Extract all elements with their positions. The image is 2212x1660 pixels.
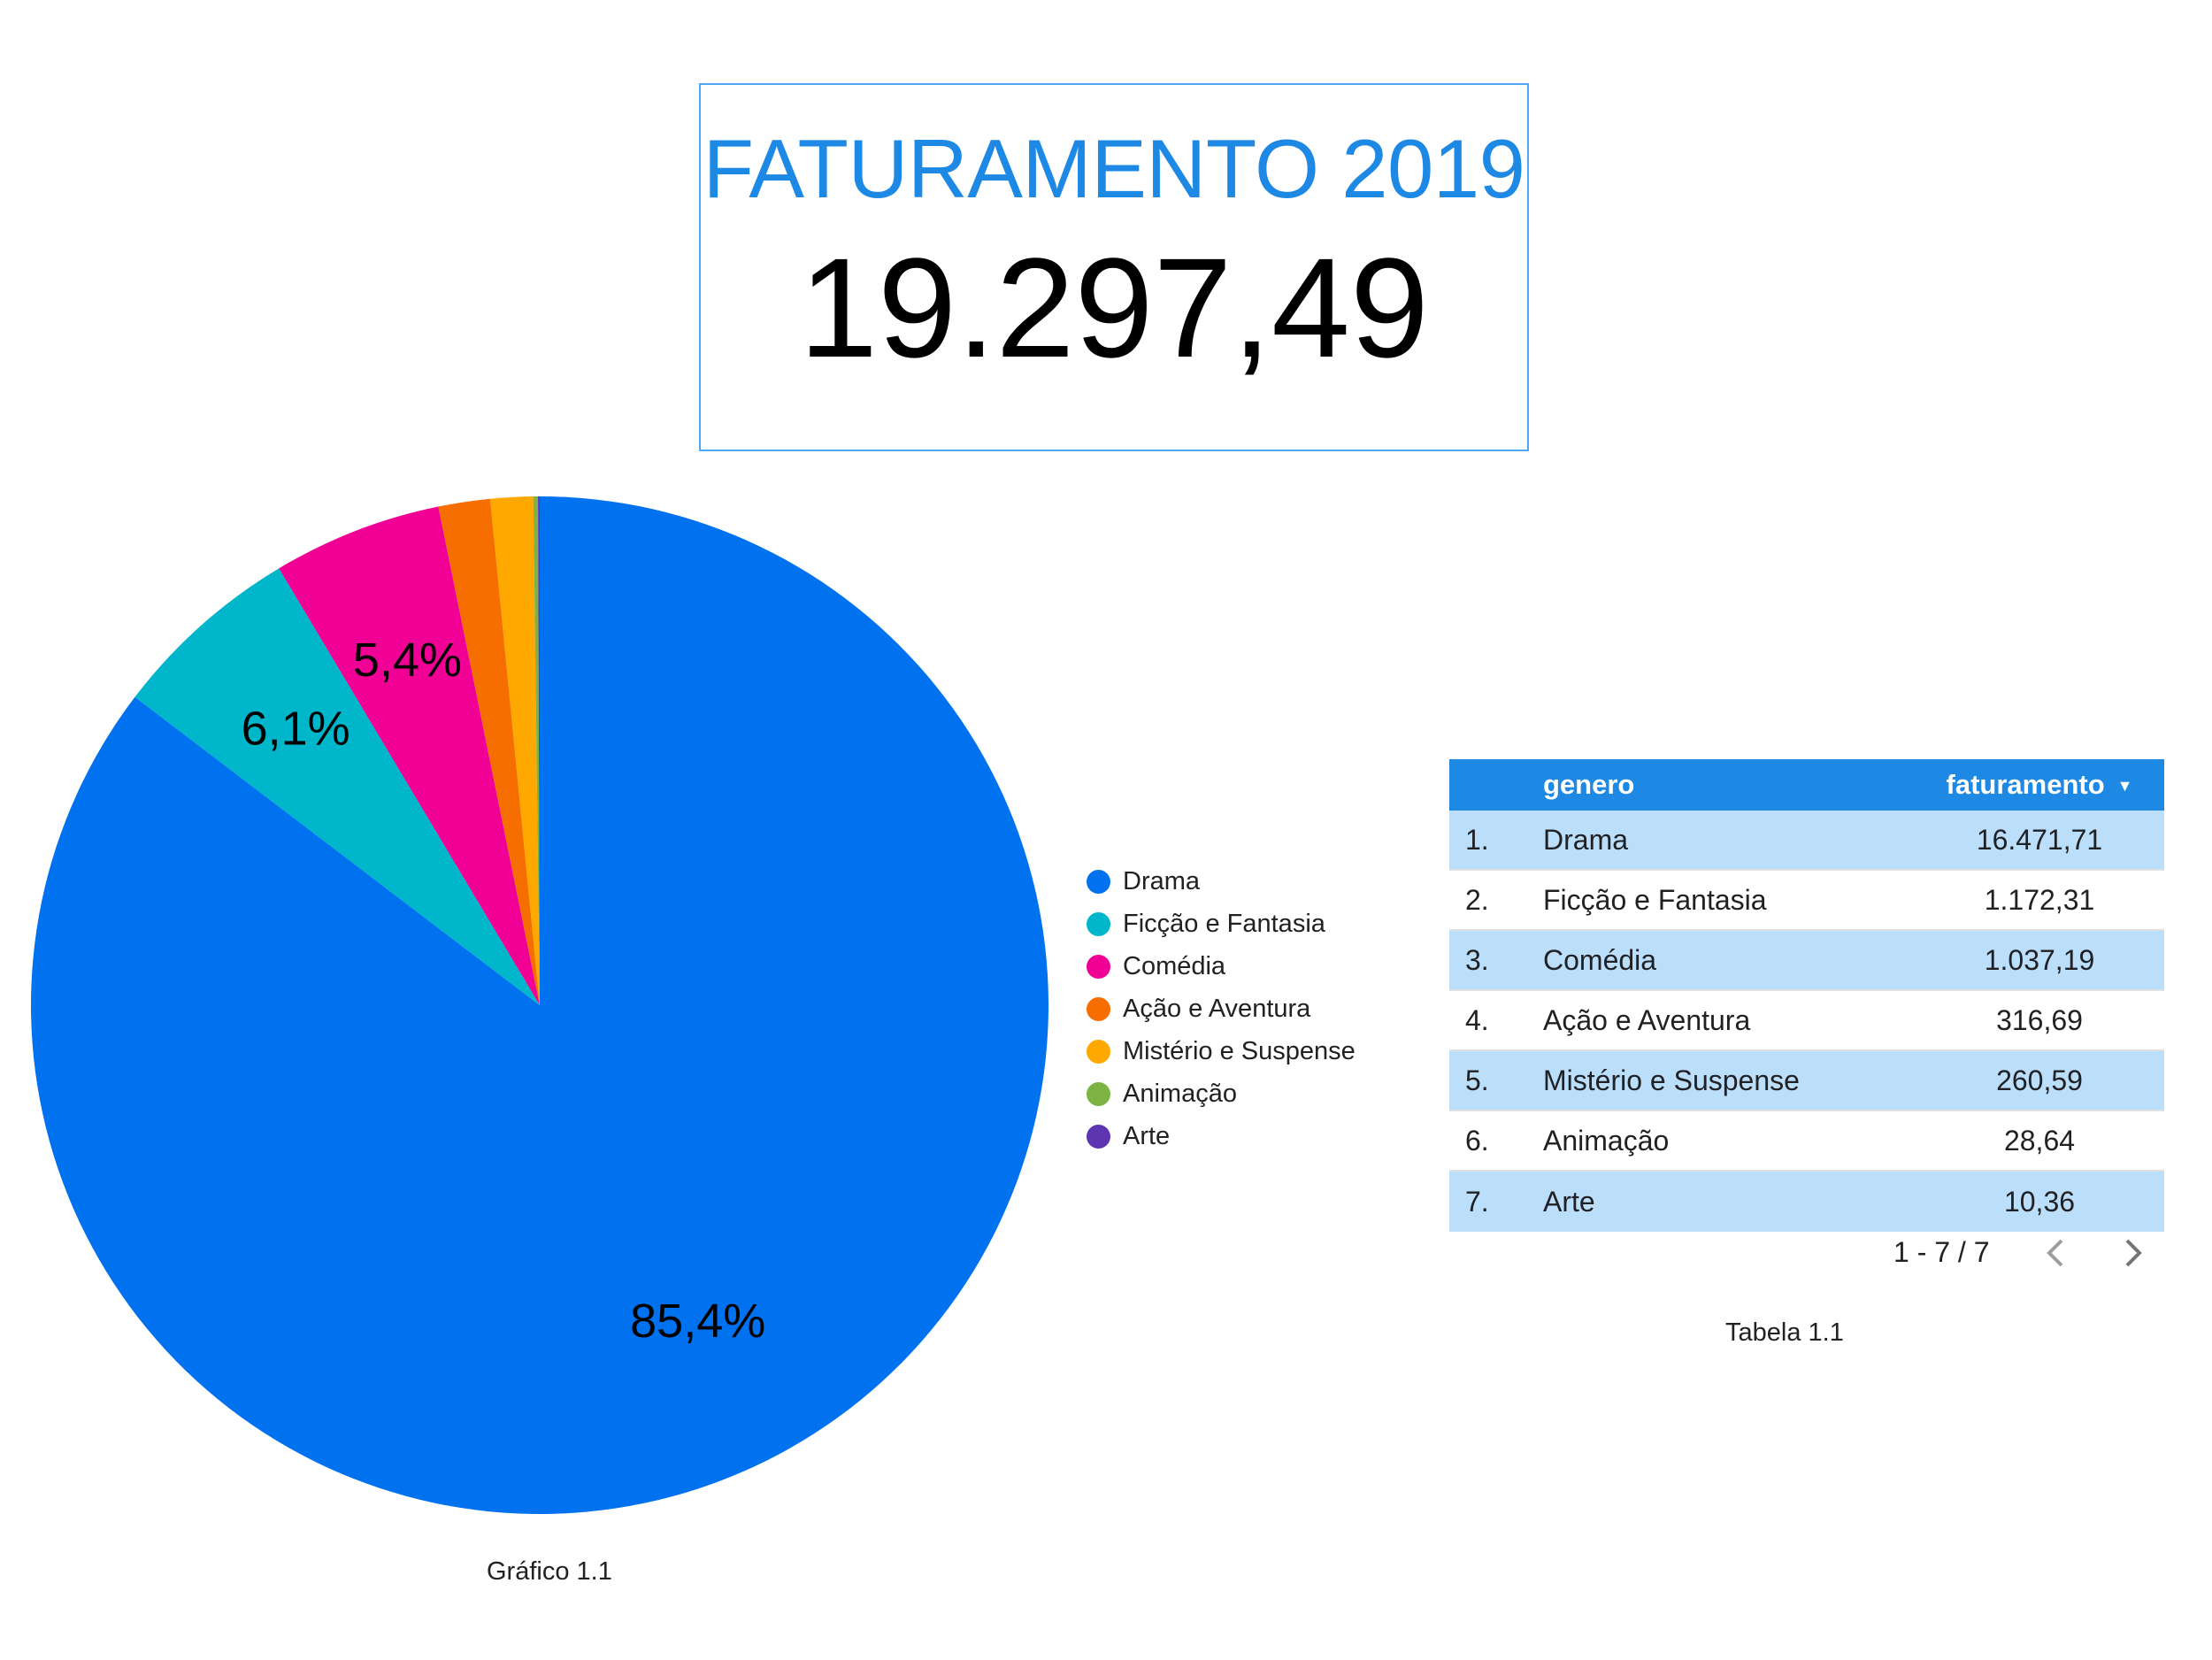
row-genero: Ficção e Fantasia: [1543, 883, 1767, 916]
chart-caption: Gráfico 1.1: [487, 1557, 612, 1586]
row-genero: Arte: [1543, 1185, 1595, 1218]
pie-slice-label: 85,4%: [630, 1295, 765, 1348]
table-header: genero faturamento ▼: [1449, 759, 2164, 811]
table-row: 7. Arte 10,36: [1449, 1172, 2164, 1232]
data-table: genero faturamento ▼ 1. Drama 16.471,71 2…: [1449, 759, 2164, 1232]
scorecard-value: 19.297,49: [799, 228, 1429, 387]
legend-item: Ficção e Fantasia: [1087, 903, 1356, 945]
legend-item: Comédia: [1087, 945, 1356, 988]
header-genero[interactable]: genero: [1543, 769, 1635, 800]
legend-dot: [1087, 996, 1110, 1021]
row-index: 7.: [1465, 1185, 1489, 1218]
sort-descending-icon[interactable]: ▼: [2116, 777, 2133, 795]
pie-slice-animacao[interactable]: [533, 496, 540, 1005]
legend-label: Drama: [1123, 866, 1201, 895]
pie-slice-label: 6,1%: [242, 703, 350, 756]
table-row: 1. Drama 16.471,71: [1449, 811, 2164, 871]
header-faturamento[interactable]: faturamento ▼: [1915, 769, 2164, 801]
row-index: 3.: [1465, 943, 1489, 976]
legend-dot: [1087, 1039, 1110, 1064]
legend-label: Ficção e Fantasia: [1123, 909, 1325, 938]
row-faturamento: 16.471,71: [1976, 823, 2103, 856]
table-row: 5. Mistério e Suspense 260,59: [1449, 1051, 2164, 1111]
row-index: 4.: [1465, 1003, 1489, 1036]
legend-label: Mistério e Suspense: [1123, 1036, 1356, 1065]
scorecard: FATURAMENTO 2019 19.297,49: [699, 83, 1529, 451]
row-index: 5.: [1465, 1064, 1489, 1096]
legend-label: Ação e Aventura: [1123, 994, 1311, 1023]
legend-dot: [1087, 911, 1110, 936]
row-genero: Ação e Aventura: [1543, 1003, 1751, 1036]
row-genero: Drama: [1543, 823, 1629, 856]
pie-slice-acao-e-aventura[interactable]: [438, 498, 540, 1005]
legend-dot: [1087, 1081, 1110, 1106]
row-genero: Animação: [1543, 1124, 1670, 1157]
legend-item: Drama: [1087, 860, 1356, 903]
legend-item: Ação e Aventura: [1087, 988, 1356, 1030]
pie-slice-drama[interactable]: [30, 496, 1049, 1514]
pie-slice-label: 5,4%: [353, 634, 462, 687]
row-faturamento: 1.037,19: [1984, 943, 2095, 976]
row-index: 2.: [1465, 883, 1489, 916]
row-faturamento: 316,69: [1996, 1003, 2083, 1036]
pie-chart: 85,4% 6,1%5,4%: [30, 496, 1049, 1514]
row-faturamento: 10,36: [2003, 1185, 2076, 1218]
scorecard-title: FATURAMENTO 2019: [703, 122, 1525, 215]
table-row: 3. Comédia 1.037,19: [1449, 931, 2164, 991]
pie-slice-comedia[interactable]: [279, 506, 540, 1005]
legend-item: Mistério e Suspense: [1087, 1030, 1356, 1072]
row-genero: Comédia: [1543, 943, 1657, 976]
chevron-right-icon[interactable]: [2115, 1233, 2150, 1272]
pagination-text: 1 - 7 / 7: [1893, 1236, 1990, 1268]
legend-label: Arte: [1123, 1121, 1171, 1150]
chevron-left-icon[interactable]: [2039, 1233, 2074, 1272]
legend-item: Animação: [1087, 1072, 1356, 1115]
pie-slice-misterio-e-suspense[interactable]: [490, 496, 540, 1005]
row-index: 1.: [1465, 823, 1489, 856]
legend-dot: [1087, 1124, 1110, 1149]
chart-legend: Drama Ficção e Fantasia Comédia Ação e A…: [1087, 860, 1356, 1157]
row-faturamento: 260,59: [1996, 1064, 2083, 1096]
legend-label: Comédia: [1123, 951, 1226, 980]
pie-slice-ficcao-e-fantasia[interactable]: [134, 568, 540, 1005]
row-faturamento: 1.172,31: [1984, 883, 2095, 916]
header-faturamento-label: faturamento: [1946, 769, 2105, 800]
table-row: 4. Ação e Aventura 316,69: [1449, 991, 2164, 1051]
pie-slice-arte[interactable]: [538, 496, 540, 1005]
row-genero: Mistério e Suspense: [1543, 1064, 1800, 1096]
row-index: 6.: [1465, 1124, 1489, 1157]
table-row: 2. Ficção e Fantasia 1.172,31: [1449, 871, 2164, 931]
legend-dot: [1087, 869, 1110, 894]
legend-item: Arte: [1087, 1115, 1356, 1157]
row-faturamento: 28,64: [2003, 1124, 2076, 1157]
legend-label: Animação: [1123, 1079, 1237, 1108]
table-caption: Tabela 1.1: [1725, 1318, 1844, 1347]
legend-dot: [1087, 954, 1110, 979]
table-row: 6. Animação 28,64: [1449, 1111, 2164, 1172]
